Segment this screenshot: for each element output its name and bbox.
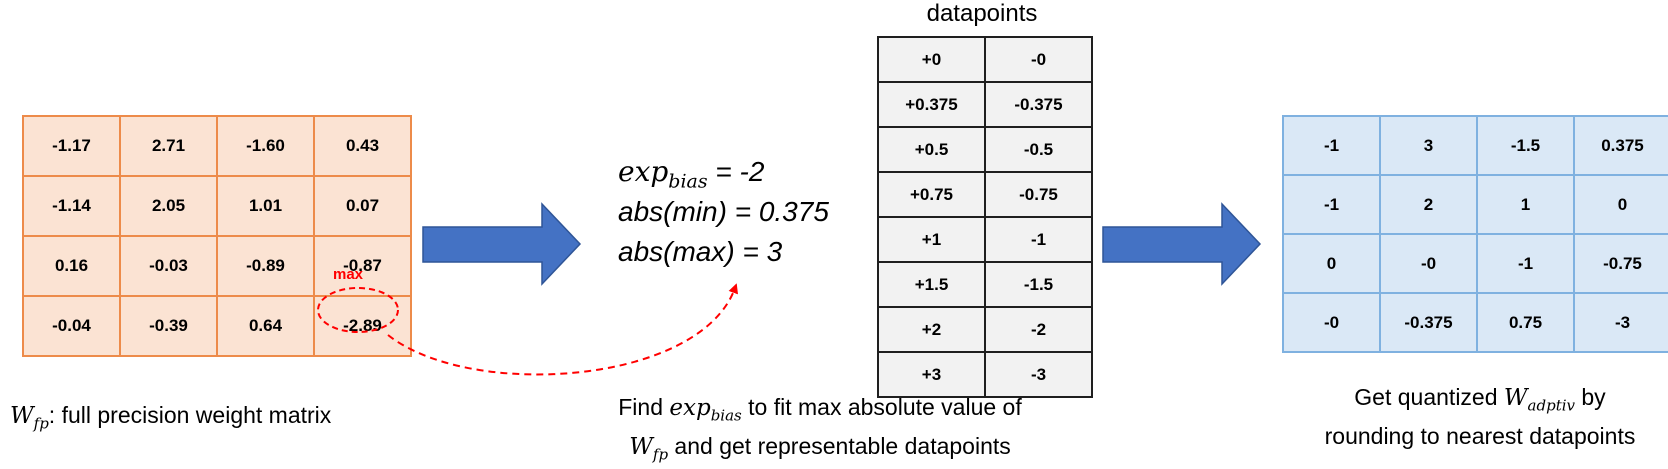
matrix-cell: -1: [1282, 115, 1381, 176]
max-highlight-ellipse: [317, 287, 399, 333]
matrix-cell: 0.16: [22, 235, 121, 297]
datapoint-row: +0.375 -0.375: [877, 81, 1093, 128]
matrix-cell: -0.39: [119, 295, 218, 357]
abs-min-formula: abs(min) = 0.375: [618, 196, 829, 227]
matrix-cell-max: -2.89: [313, 295, 412, 357]
matrix-cell: -0: [1379, 233, 1478, 294]
datapoint-cell: +1.5: [877, 261, 986, 308]
abs-max-formula: abs(max) = 3: [618, 236, 783, 267]
max-label: max: [333, 266, 364, 283]
matrix-cell: -3: [1573, 292, 1668, 353]
datapoint-cell: +0.5: [877, 126, 986, 173]
matrix-row: -1.17 2.71 -1.60 0.43: [22, 115, 412, 177]
matrix-row: 0.16 -0.03 -0.89 -0.87: [22, 235, 412, 297]
quantized-weight-matrix: -1 3 -1.5 0.375 -1 2 1 0 0 -0 -1 -0.75 -…: [1282, 115, 1668, 353]
datapoint-cell: -0: [984, 36, 1093, 83]
exp-bias-formula: expbias = -2: [618, 155, 765, 193]
datapoint-cell: -3: [984, 351, 1093, 398]
matrix-cell: 2.71: [119, 115, 218, 177]
matrix-row: -0 -0.375 0.75 -3: [1282, 292, 1668, 353]
matrix-cell: -1: [1282, 174, 1381, 235]
datapoint-row: +1 -1: [877, 216, 1093, 263]
datapoint-cell: +0.75: [877, 171, 986, 218]
datapoint-cell: -2: [984, 306, 1093, 353]
datapoint-row: +0.5 -0.5: [877, 126, 1093, 173]
left-caption: Wfp: full precision weight matrix: [10, 402, 332, 433]
matrix-row: -1 2 1 0: [1282, 174, 1668, 235]
matrix-row: -0.04 -0.39 0.64 -2.89: [22, 295, 412, 357]
matrix-cell: -0: [1282, 292, 1381, 353]
arrow-right-2: [1102, 202, 1262, 286]
matrix-cell: 0.75: [1476, 292, 1575, 353]
datapoint-row: +0.75 -0.75: [877, 171, 1093, 218]
matrix-cell: -1.5: [1476, 115, 1575, 176]
matrix-row: -1.14 2.05 1.01 0.07: [22, 175, 412, 237]
matrix-cell: -1: [1476, 233, 1575, 294]
matrix-cell: -0.89: [216, 235, 315, 297]
matrix-cell: -1.17: [22, 115, 121, 177]
matrix-cell: -0.375: [1379, 292, 1478, 353]
middle-caption-line1: Find expbias to fit max absolute value o…: [618, 394, 1022, 425]
max-to-formula-dashed-arrow: [387, 283, 738, 376]
datapoint-row: +3 -3: [877, 351, 1093, 398]
datapoint-cell: -1.5: [984, 261, 1093, 308]
datapoint-cell: +0: [877, 36, 986, 83]
matrix-cell: 0.43: [313, 115, 412, 177]
datapoints-table: +0 -0 +0.375 -0.375 +0.5 -0.5 +0.75 -0.75 +1…: [877, 36, 1093, 398]
datapoint-row: +1.5 -1.5: [877, 261, 1093, 308]
datapoint-cell: -0.5: [984, 126, 1093, 173]
matrix-cell: 2: [1379, 174, 1478, 235]
right-caption-line1: Get quantized Wadptiv by: [1354, 384, 1606, 415]
datapoint-cell: +3: [877, 351, 986, 398]
datapoint-cell: -0.375: [984, 81, 1093, 128]
datapoints-title: datapoints: [926, 0, 1038, 27]
matrix-cell: 0: [1573, 174, 1668, 235]
matrix-cell: 3: [1379, 115, 1478, 176]
datapoint-cell: +2: [877, 306, 986, 353]
full-precision-weight-matrix: -1.17 2.71 -1.60 0.43 -1.14 2.05 1.01 0.…: [22, 115, 412, 357]
datapoint-cell: -1: [984, 216, 1093, 263]
datapoint-row: +2 -2: [877, 306, 1093, 353]
matrix-cell: 0: [1282, 233, 1381, 294]
matrix-row: -1 3 -1.5 0.375: [1282, 115, 1668, 176]
matrix-cell: -0.03: [119, 235, 218, 297]
datapoint-cell: -0.75: [984, 171, 1093, 218]
matrix-cell: 0.64: [216, 295, 315, 357]
middle-caption: Find expbias to fit max absolute value o…: [560, 392, 1080, 469]
matrix-cell: 2.05: [119, 175, 218, 237]
middle-caption-line2: Wfp and get representable datapoints: [629, 432, 1011, 464]
matrix-cell: 1.01: [216, 175, 315, 237]
right-caption-line2: rounding to nearest datapoints: [1324, 422, 1636, 449]
datapoint-cell: +1: [877, 216, 986, 263]
matrix-cell: -0.87: [313, 235, 412, 297]
arrow-right-1: [422, 202, 582, 286]
matrix-cell: 0.07: [313, 175, 412, 237]
datapoint-row: +0 -0: [877, 36, 1093, 83]
matrix-cell: -1.14: [22, 175, 121, 237]
matrix-cell: 0.375: [1573, 115, 1668, 176]
matrix-row: 0 -0 -1 -0.75: [1282, 233, 1668, 294]
datapoint-cell: +0.375: [877, 81, 986, 128]
matrix-cell: 1: [1476, 174, 1575, 235]
matrix-cell: -0.04: [22, 295, 121, 357]
matrix-cell: -1.60: [216, 115, 315, 177]
matrix-cell: -0.75: [1573, 233, 1668, 294]
right-caption: Get quantized Wadptiv by rounding to nea…: [1292, 382, 1668, 451]
